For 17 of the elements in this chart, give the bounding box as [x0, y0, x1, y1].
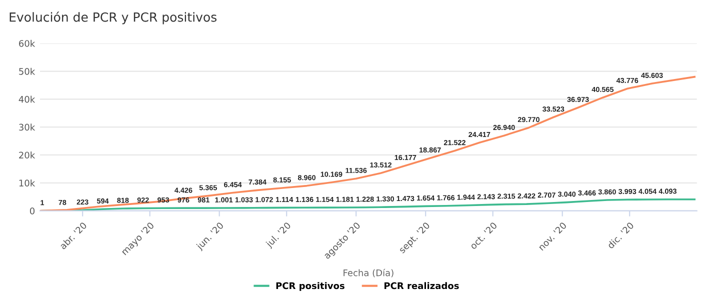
legend-label: PCR positivos	[276, 282, 344, 291]
y-tick-label: 30k	[19, 124, 36, 131]
y-tick-label: 20k	[19, 152, 36, 159]
x-tick-label: jul. '20	[264, 222, 292, 250]
x-tick-label: jun. '20	[195, 222, 226, 252]
legend-label: PCR realizados	[384, 282, 459, 290]
x-tick-label: nov. '20	[538, 222, 567, 251]
chart-title: Evolución de PCR y PCR positivos	[10, 12, 217, 24]
x-tick-label: abr. '20	[59, 222, 88, 250]
x-tick-label: dic. '20	[606, 222, 634, 250]
y-tick-label: 50k	[19, 68, 36, 75]
y-tick-label: 10k	[19, 179, 36, 186]
x-tick-label: oct. '20	[469, 222, 498, 250]
x-axis-title: Fecha (Día)	[344, 268, 394, 278]
y-tick-label: 40k	[18, 96, 36, 103]
y-tick-label: 0	[30, 208, 35, 214]
y-tick-label: 60k	[19, 40, 36, 47]
